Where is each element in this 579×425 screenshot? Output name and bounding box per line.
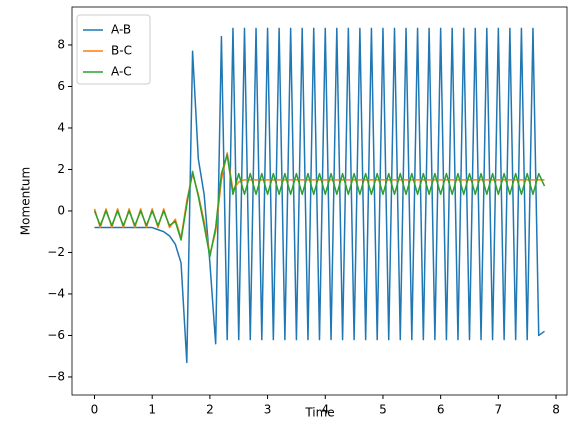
- y-tick-label: 2: [57, 162, 65, 176]
- plot-frame: [71, 6, 568, 396]
- x-axis-label: Time: [304, 406, 334, 420]
- x-tick-label: 6: [437, 403, 445, 417]
- x-tick-label: 1: [148, 403, 156, 417]
- y-tick-label: −6: [47, 328, 65, 342]
- series-line: [93, 154, 546, 258]
- legend-label: A-B: [111, 23, 131, 37]
- x-tick-label: 0: [91, 403, 99, 417]
- x-tick-label: 3: [264, 403, 272, 417]
- x-tick-label: 8: [552, 403, 560, 417]
- y-tick-label: 4: [57, 120, 65, 134]
- x-tick-label: 7: [495, 403, 503, 417]
- y-tick-label: −4: [47, 286, 65, 300]
- y-tick-label: −8: [47, 369, 65, 383]
- y-tick-label: 6: [57, 79, 65, 93]
- x-tick-label: 5: [379, 403, 387, 417]
- series-line: [93, 152, 545, 256]
- y-tick-label: −2: [47, 245, 65, 259]
- y-axis-label: Momentum: [19, 167, 33, 235]
- series-line: [94, 27, 545, 364]
- legend-label: A-C: [111, 65, 132, 79]
- x-tick-label: 2: [206, 403, 214, 417]
- legend-box: [76, 14, 151, 85]
- x-tick-label: 4: [321, 403, 329, 417]
- y-tick-label: 8: [57, 37, 65, 51]
- legend-label: B-C: [111, 44, 132, 58]
- y-tick-label: 0: [57, 203, 65, 217]
